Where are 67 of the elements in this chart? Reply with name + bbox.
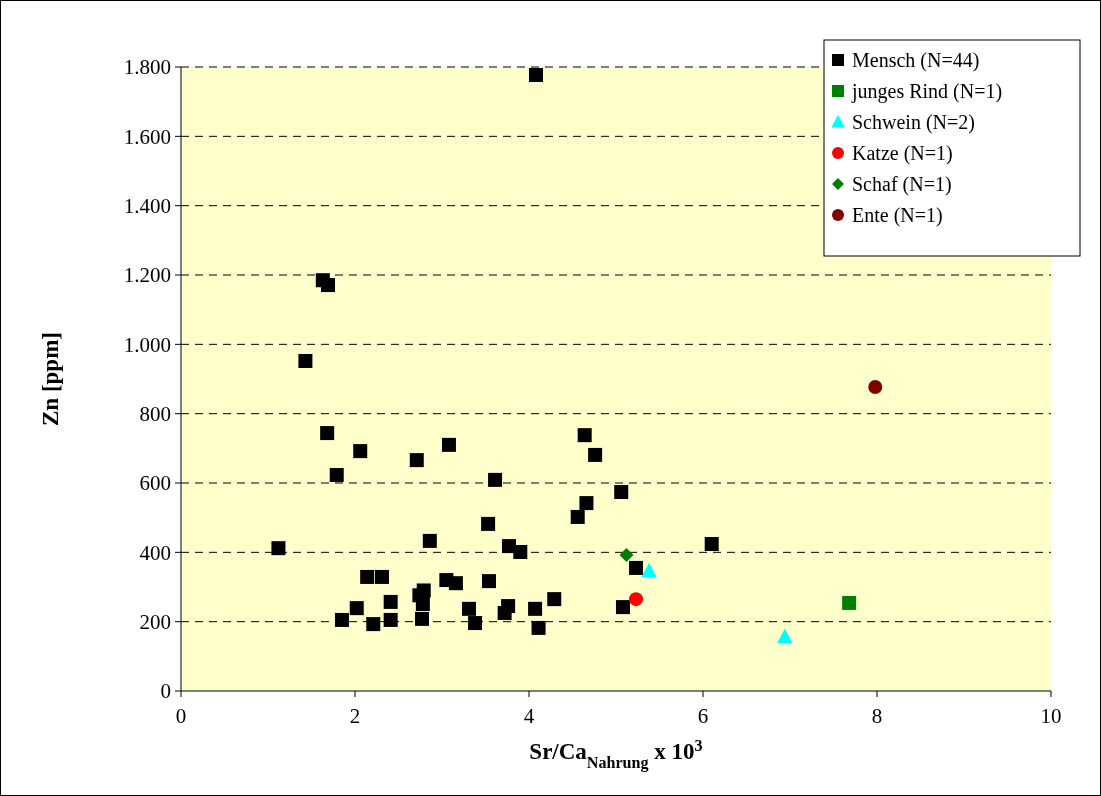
point: [481, 516, 496, 531]
point: [614, 485, 629, 500]
point: [409, 453, 424, 468]
point: [868, 379, 883, 394]
legend-label: Mensch (N=44): [852, 49, 980, 72]
point: [366, 617, 381, 632]
point: [629, 592, 644, 607]
legend-label: Katze (N=1): [852, 142, 953, 165]
point: [570, 509, 585, 524]
legend-label: Schaf (N=1): [852, 173, 952, 196]
x-tick-label: 4: [523, 704, 535, 728]
point: [588, 447, 603, 462]
y-tick-label: 1.600: [123, 124, 171, 149]
x-tick-label: 10: [1040, 704, 1062, 728]
x-tick-label: 6: [697, 704, 709, 728]
point: [329, 468, 344, 483]
legend-label: Schwein (N=2): [852, 111, 975, 134]
point: [547, 592, 562, 607]
x-tick-label: 0: [175, 704, 187, 728]
point: [513, 544, 528, 559]
point: [441, 437, 456, 452]
x-tick-label: 2: [349, 704, 361, 728]
point: [577, 428, 592, 443]
point: [461, 601, 476, 616]
point: [497, 606, 512, 620]
point: [448, 576, 463, 591]
y-tick-label: 400: [139, 540, 171, 565]
point: [528, 67, 543, 82]
point: [842, 595, 857, 610]
point: [488, 472, 503, 487]
point: [422, 533, 437, 548]
point: [629, 560, 644, 575]
point: [383, 612, 398, 627]
y-tick-label: 1.400: [123, 194, 171, 219]
point: [298, 353, 313, 368]
point: [777, 628, 793, 644]
y-axis-title: Zn [ppm]: [38, 332, 63, 426]
point: [271, 541, 286, 556]
point: [615, 600, 630, 615]
point: [641, 562, 657, 578]
point: [360, 569, 375, 584]
point: [374, 569, 389, 584]
y-tick-label: 1.200: [123, 263, 171, 288]
y-tick-label: 200: [139, 610, 171, 635]
x-tick-label: 8: [871, 704, 883, 728]
point: [579, 496, 594, 511]
point: [528, 601, 543, 616]
point: [349, 601, 364, 616]
y-tick-label: 600: [139, 471, 171, 496]
y-tick-label: 800: [139, 402, 171, 427]
y-tick-label: 1.000: [123, 332, 171, 357]
point: [468, 616, 483, 631]
point: [383, 594, 398, 609]
point: [414, 611, 429, 626]
y-tick-label: 1.800: [123, 55, 171, 80]
y-tick-label: 0: [160, 679, 171, 704]
point: [415, 596, 430, 611]
point: [704, 537, 719, 552]
point: [481, 574, 496, 589]
point: [320, 426, 335, 441]
legend-label: Ente (N=1): [852, 204, 943, 227]
point: [334, 612, 349, 627]
point: [531, 620, 546, 635]
point: [619, 548, 634, 563]
legend-label: junges Rind (N=1): [851, 80, 1003, 103]
point: [353, 444, 368, 459]
x-axis-title: Sr/Ca$_{Nahrung}$ x 10$^{3}$: [529, 736, 703, 772]
